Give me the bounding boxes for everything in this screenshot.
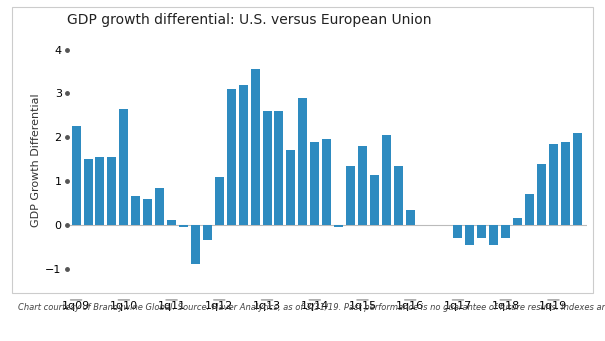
Bar (454, 225, 462, 238)
Bar (465, 225, 474, 244)
Bar (119, 109, 128, 225)
Text: Chart courtesy of Brandywine Global. Source: Haver Analytics, as of 3/31/19. Pas: Chart courtesy of Brandywine Global. Sou… (18, 303, 605, 312)
Bar (322, 139, 331, 225)
Bar (263, 111, 272, 225)
Bar (477, 225, 486, 238)
Bar (143, 198, 152, 225)
Bar (71, 126, 80, 225)
Bar (179, 225, 188, 227)
Bar (239, 85, 247, 225)
Bar (513, 218, 522, 225)
Bar (489, 225, 499, 244)
Bar (537, 164, 546, 225)
Bar (358, 146, 367, 225)
Bar (561, 142, 570, 225)
Bar (573, 133, 582, 225)
Bar (286, 150, 295, 225)
Text: GDP growth differential: U.S. versus European Union: GDP growth differential: U.S. versus Eur… (67, 13, 431, 27)
Bar (275, 111, 283, 225)
Bar (310, 142, 319, 225)
Bar (215, 177, 224, 225)
Y-axis label: GDP Growth Differential: GDP Growth Differential (31, 93, 41, 227)
Bar (191, 225, 200, 264)
Bar (298, 98, 307, 225)
Bar (549, 144, 558, 225)
Bar (96, 157, 105, 225)
Bar (394, 166, 403, 225)
Bar (501, 225, 510, 238)
Bar (334, 225, 343, 227)
Bar (167, 221, 176, 225)
Bar (525, 194, 534, 225)
Bar (346, 166, 355, 225)
Bar (382, 135, 391, 225)
Bar (406, 209, 414, 225)
Bar (203, 225, 212, 240)
Bar (108, 157, 116, 225)
Bar (370, 175, 379, 225)
Bar (155, 188, 164, 225)
Bar (250, 69, 260, 225)
Bar (227, 89, 236, 225)
Bar (83, 159, 93, 225)
Bar (131, 196, 140, 225)
